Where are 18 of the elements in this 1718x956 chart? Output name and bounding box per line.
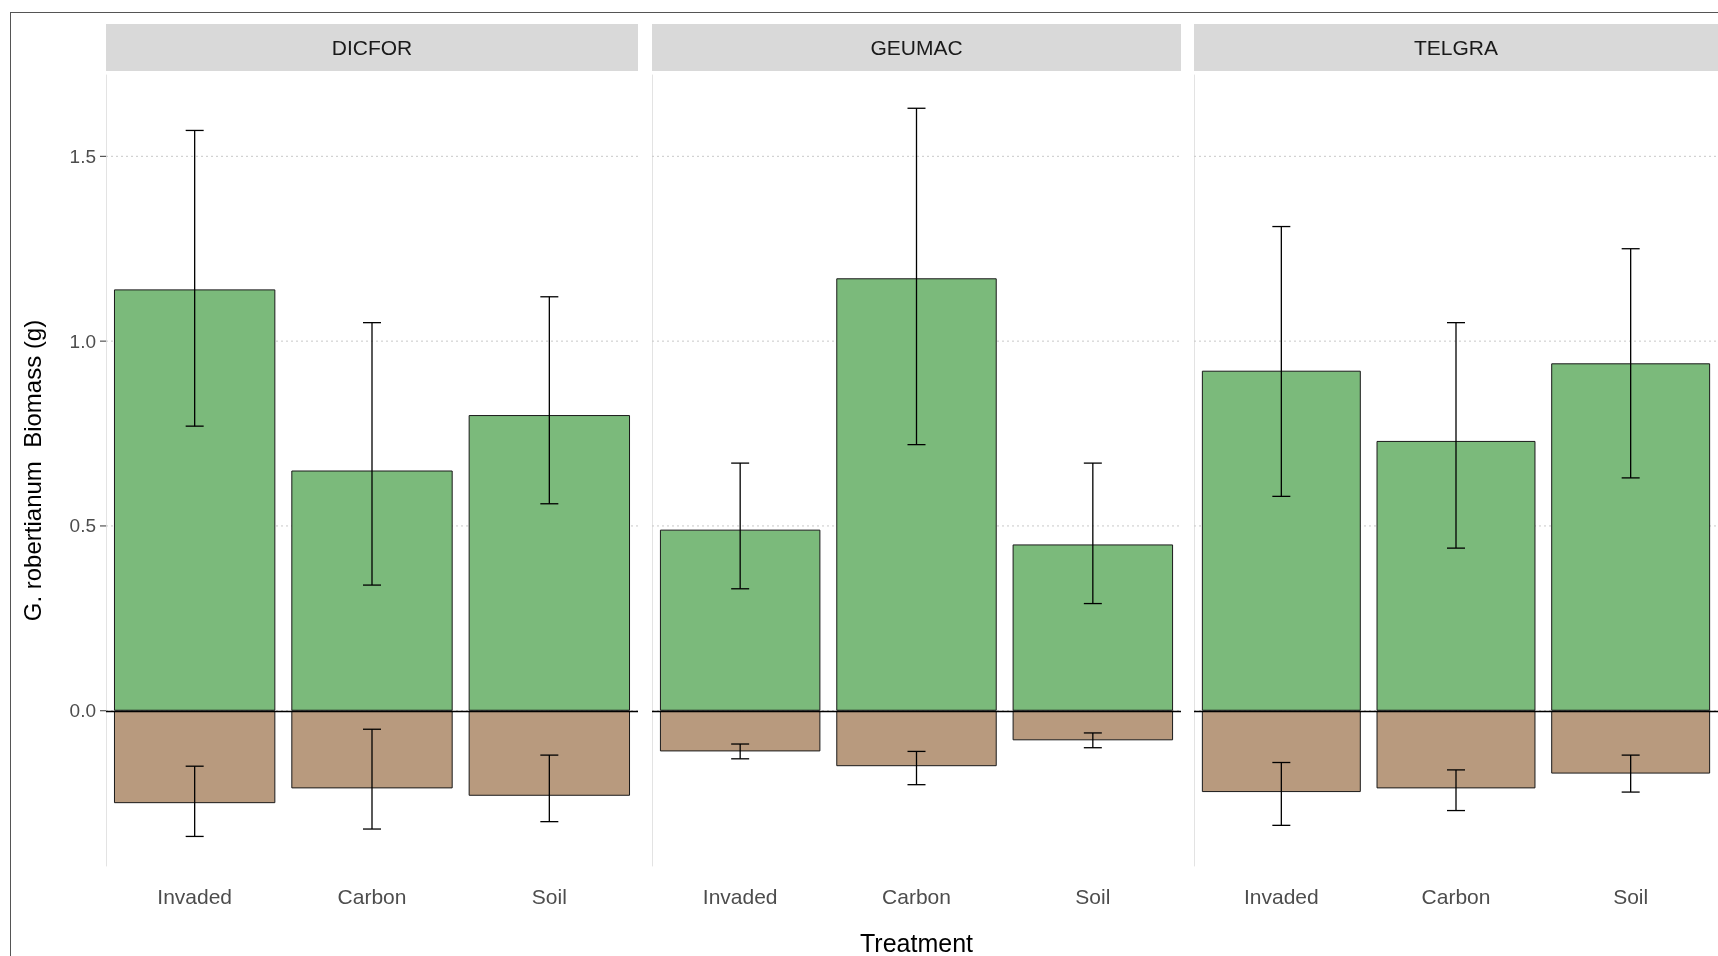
y-tick-label: 0.5 — [69, 515, 96, 537]
x-tick-label: Invaded — [157, 885, 233, 908]
x-tick-label: Soil — [1075, 885, 1111, 908]
x-tick-label: Carbon — [1421, 885, 1491, 908]
x-tick-label: Soil — [1613, 885, 1649, 908]
y-tick-label: 0.0 — [69, 700, 96, 722]
chart-title: TELGRA — [1194, 24, 1718, 71]
x-tick-label: Soil — [531, 885, 567, 908]
y-tick-label: 1.5 — [69, 145, 96, 167]
y-tick-label: 1.0 — [69, 330, 96, 352]
y-axis-title: G. robertianum Biomass (g) — [18, 319, 46, 622]
x-axis-title: Treatment — [859, 928, 974, 956]
x-tick-label: Invaded — [1243, 885, 1319, 908]
x-tick-label: Carbon — [337, 885, 407, 908]
x-tick-label: Invaded — [702, 885, 778, 908]
chart-title: GEUMAC — [652, 24, 1181, 71]
chart-title: DICFOR — [106, 24, 638, 71]
x-tick-label: Carbon — [882, 885, 951, 908]
